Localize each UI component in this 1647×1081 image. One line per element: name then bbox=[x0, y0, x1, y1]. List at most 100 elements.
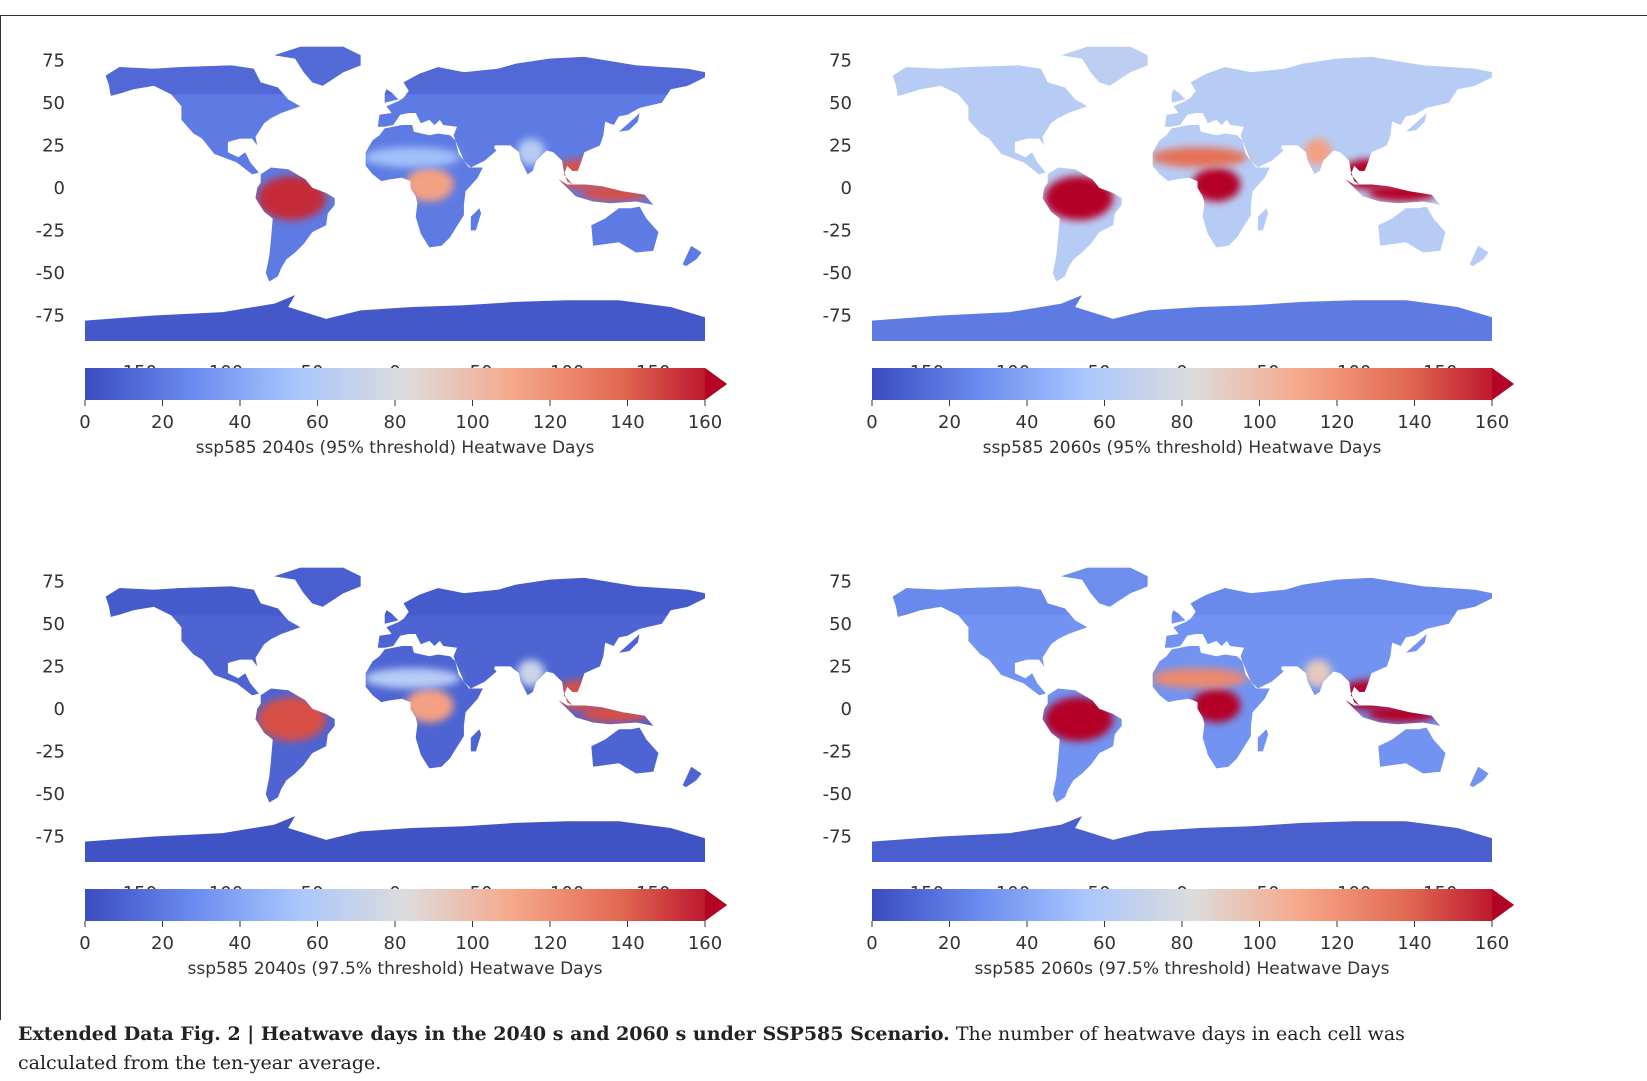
land-australia bbox=[1378, 206, 1446, 253]
land-japan bbox=[1405, 634, 1427, 653]
hotspot-india bbox=[1304, 659, 1332, 687]
colorbar-tick-label: 140 bbox=[1397, 933, 1431, 954]
high-latitude-band bbox=[85, 567, 705, 616]
heatmap-panel-2060s-95: 7550250-25-50-75-150-100-500501001500204… bbox=[787, 25, 1567, 495]
colorbar-label: ssp585 2060s (95% threshold) Heatwave Da… bbox=[983, 438, 1382, 458]
colorbar-tick-label: 120 bbox=[1320, 412, 1354, 433]
y-tick-label: -75 bbox=[823, 305, 852, 326]
y-tick-label: -50 bbox=[36, 263, 65, 284]
land-new-zealand bbox=[1469, 245, 1489, 267]
hotspot-southeast-asia bbox=[553, 679, 609, 711]
y-tick-label: 25 bbox=[42, 656, 65, 677]
land-japan bbox=[1405, 113, 1427, 132]
colorbar-tick-label: 100 bbox=[455, 412, 489, 433]
land-australia bbox=[1378, 727, 1446, 774]
colorbar-tick-label: 160 bbox=[1475, 412, 1509, 433]
hotspot-amazon bbox=[257, 175, 327, 221]
colorbar-tick-label: 40 bbox=[229, 933, 252, 954]
hotspot-layer bbox=[257, 138, 650, 221]
colorbar-tick-label: 20 bbox=[151, 412, 174, 433]
land-antarctica bbox=[85, 295, 705, 341]
hotspot-amazon bbox=[1044, 696, 1114, 742]
y-tick-label: 75 bbox=[42, 571, 65, 592]
heatmap-panel-2040s-95: 7550250-25-50-75-150-100-500501001500204… bbox=[0, 25, 780, 495]
hotspot-india bbox=[1304, 138, 1332, 166]
y-tick-label: 0 bbox=[54, 699, 65, 720]
hotspot-sahara bbox=[1151, 668, 1248, 689]
y-tick-label: 0 bbox=[54, 178, 65, 199]
y-tick-label: -75 bbox=[823, 826, 852, 847]
colorbar-tick-label: 40 bbox=[229, 412, 252, 433]
colorbar-extend-arrow bbox=[705, 368, 727, 400]
colorbar-tick-label: 80 bbox=[384, 933, 407, 954]
colorbar-tick-label: 160 bbox=[1475, 933, 1509, 954]
colorbar-tick-label: 20 bbox=[938, 933, 961, 954]
colorbar-label: ssp585 2060s (97.5% threshold) Heatwave … bbox=[974, 959, 1389, 979]
colorbar-tick-label: 40 bbox=[1016, 412, 1039, 433]
y-tick-label: -75 bbox=[36, 826, 65, 847]
colorbar-tick-label: 100 bbox=[455, 933, 489, 954]
colorbar-tick-label: 0 bbox=[866, 412, 877, 433]
land-madagascar bbox=[1257, 729, 1269, 752]
colorbar-tick-label: 160 bbox=[688, 412, 722, 433]
hotspot-central-africa bbox=[1192, 167, 1241, 202]
heatmap-2040s-975: 7550250-25-50-75-150-100-500501001500204… bbox=[36, 567, 727, 979]
land-new-zealand bbox=[1469, 766, 1489, 788]
y-tick-label: 75 bbox=[42, 50, 65, 71]
colorbar-tick-label: 80 bbox=[1171, 933, 1194, 954]
y-tick-label: -25 bbox=[36, 741, 65, 762]
land-antarctica bbox=[872, 816, 1492, 862]
land-arabia bbox=[1242, 659, 1284, 689]
heatmap-2040s-95: 7550250-25-50-75-150-100-500501001500204… bbox=[36, 46, 727, 458]
land-antarctica bbox=[85, 816, 705, 862]
hotspot-southeast-asia bbox=[1340, 158, 1396, 190]
high-latitude-band bbox=[872, 567, 1492, 616]
heatmap-panel-2040s-975: 7550250-25-50-75-150-100-500501001500204… bbox=[0, 546, 780, 1016]
y-tick-label: 0 bbox=[841, 178, 852, 199]
colorbar-tick-label: 80 bbox=[1171, 412, 1194, 433]
hotspot-amazon bbox=[257, 696, 327, 742]
colorbar-tick-label: 100 bbox=[1242, 412, 1276, 433]
colorbar-tick-label: 60 bbox=[1093, 412, 1116, 433]
colorbar-label: ssp585 2040s (97.5% threshold) Heatwave … bbox=[187, 959, 602, 979]
colorbar-tick-label: 120 bbox=[533, 412, 567, 433]
top-rule bbox=[0, 15, 1647, 16]
hotspot-indonesia bbox=[581, 184, 650, 202]
colorbar-tick-label: 120 bbox=[1320, 933, 1354, 954]
y-tick-label: -50 bbox=[36, 784, 65, 805]
hotspot-central-africa bbox=[405, 688, 454, 723]
land-madagascar bbox=[470, 208, 482, 231]
heatmap-2060s-975: 7550250-25-50-75-150-100-500501001500204… bbox=[823, 567, 1514, 979]
colorbar bbox=[872, 889, 1514, 921]
high-latitude-band bbox=[872, 46, 1492, 95]
land-japan bbox=[618, 634, 640, 653]
y-tick-label: 0 bbox=[841, 699, 852, 720]
hotspot-india bbox=[517, 138, 545, 166]
land-arabia bbox=[455, 659, 497, 689]
colorbar-extend-arrow bbox=[1492, 368, 1514, 400]
y-tick-label: -25 bbox=[823, 220, 852, 241]
y-tick-label: 50 bbox=[42, 93, 65, 114]
y-tick-label: -25 bbox=[36, 220, 65, 241]
hotspot-central-africa bbox=[1192, 688, 1241, 723]
y-tick-label: 75 bbox=[829, 571, 852, 592]
figure-caption: Extended Data Fig. 2 | Heatwave days in … bbox=[18, 1020, 1478, 1078]
y-tick-label: 25 bbox=[42, 135, 65, 156]
hotspot-indonesia bbox=[581, 705, 650, 723]
colorbar-tick-label: 100 bbox=[1242, 933, 1276, 954]
y-tick-label: 25 bbox=[829, 135, 852, 156]
colorbar-tick-label: 20 bbox=[151, 933, 174, 954]
heatmap-2060s-95: 7550250-25-50-75-150-100-500501001500204… bbox=[823, 46, 1514, 458]
land-arabia bbox=[455, 138, 497, 168]
hotspot-indonesia bbox=[1368, 184, 1437, 202]
colorbar-tick-label: 140 bbox=[1397, 412, 1431, 433]
colorbar-tick-label: 80 bbox=[384, 412, 407, 433]
colorbar-tick-label: 20 bbox=[938, 412, 961, 433]
land-new-zealand bbox=[682, 245, 702, 267]
colorbar-tick-label: 60 bbox=[1093, 933, 1116, 954]
land-antarctica bbox=[872, 295, 1492, 341]
land-australia bbox=[591, 206, 659, 253]
colorbar-extend-arrow bbox=[1492, 889, 1514, 921]
hotspot-indonesia bbox=[1368, 705, 1437, 723]
caption-label: Extended Data Fig. 2 | Heatwave days in … bbox=[18, 1023, 950, 1045]
